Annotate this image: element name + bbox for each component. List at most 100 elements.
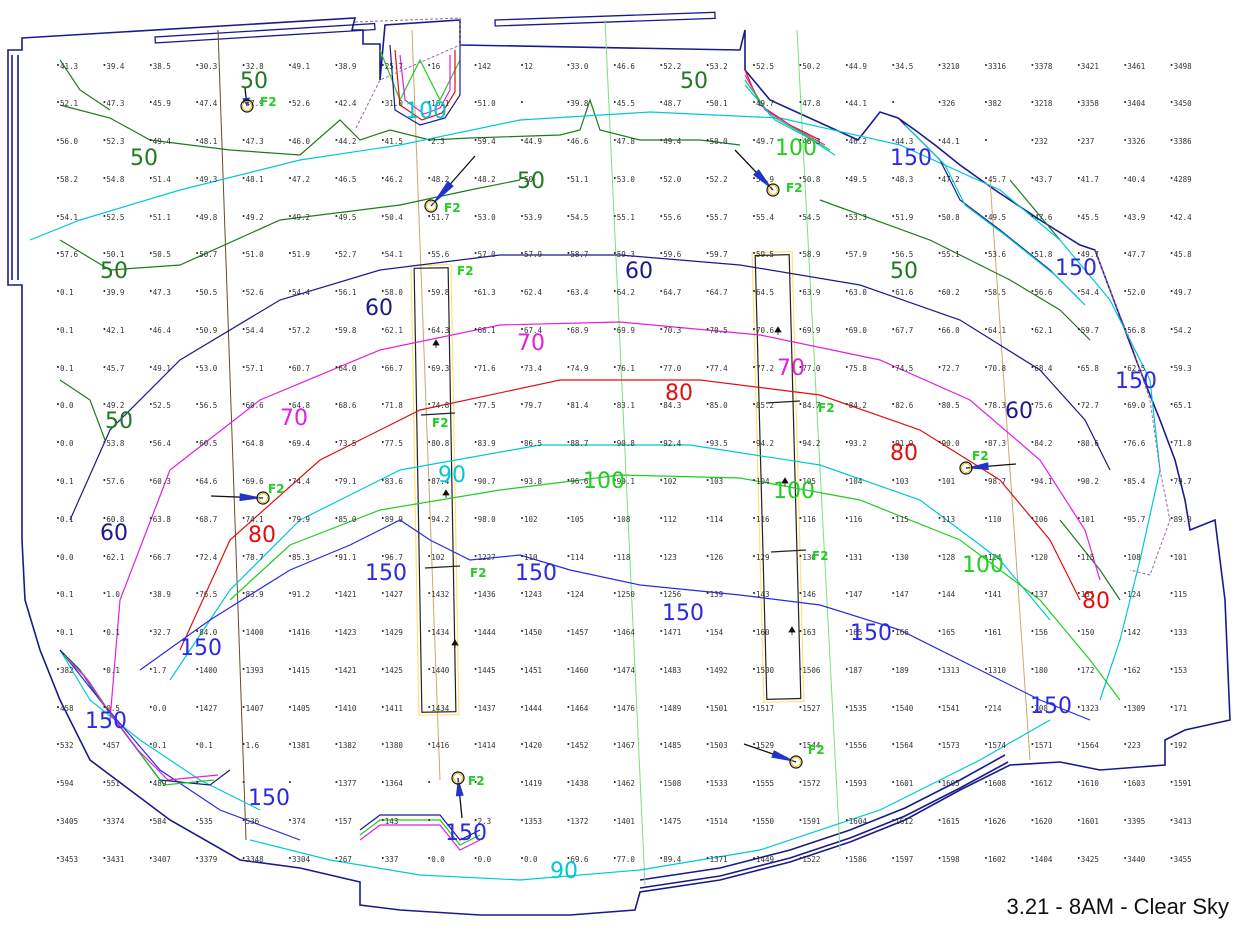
grid-point (196, 403, 199, 405)
grid-point (335, 781, 338, 783)
grid-point (753, 290, 755, 292)
grid-value: 3453 (60, 855, 78, 864)
grid-value: 48.2 (431, 175, 449, 184)
grid-point (706, 555, 709, 557)
grid-point (613, 215, 616, 217)
grid-point (428, 139, 431, 141)
fixture-beam-icon (239, 493, 263, 502)
grid-point (103, 555, 106, 557)
grid-point (892, 479, 895, 481)
grid-point (1170, 706, 1173, 708)
grid-value: 46.6 (617, 62, 636, 71)
grid-point (706, 706, 709, 708)
grid-point (1077, 517, 1080, 519)
grid-point (381, 819, 384, 821)
grid-value: 58.9 (802, 250, 820, 259)
grid-point (57, 857, 59, 859)
contour-label: 150 (850, 621, 892, 646)
grid-point (289, 403, 291, 405)
grid-point (985, 630, 987, 632)
fixture-label: F2 (260, 95, 277, 109)
grid-point (381, 743, 384, 745)
grid-value: 52.6 (246, 288, 265, 297)
grid-point (289, 366, 291, 368)
grid-value: 1438 (570, 779, 589, 788)
grid-value: 34.5 (895, 62, 913, 71)
grid-point (938, 781, 941, 783)
grid-point (660, 101, 663, 103)
grid-value: 31.0 (385, 99, 404, 108)
grid-point (149, 64, 152, 66)
grid-point (381, 252, 384, 254)
grid-value: 52.7 (338, 250, 356, 259)
grid-value: 74.4 (292, 477, 311, 486)
grid-point (474, 328, 477, 330)
grid-value: 3374 (106, 817, 125, 826)
grid-value: 69.0 (1127, 401, 1146, 410)
grid-point (521, 630, 523, 632)
grid-value: 1541 (942, 704, 960, 713)
grid-point (103, 290, 106, 292)
grid-value: 1564 (895, 741, 914, 750)
grid-value: 57.0 (478, 250, 497, 259)
grid-point (753, 517, 755, 519)
grid-value: 45.7 (106, 364, 124, 373)
grid-value: 49.1 (292, 62, 310, 71)
grid-value: 38.9 (338, 62, 356, 71)
grid-point (381, 64, 384, 66)
illuminance-grid: 41.3 39.4 38.5 30.3 32.8 49.1 38.9 25.7 16 142 12 3… (57, 62, 1192, 864)
grid-value: 3210 (942, 62, 961, 71)
grid-value: 0.1 (106, 628, 120, 637)
grid-point (381, 630, 384, 632)
fixture-ring (242, 101, 252, 111)
grid-value: 3395 (1127, 817, 1145, 826)
grid-point (660, 252, 663, 254)
grid-point (196, 64, 199, 66)
contour-label: 70 (280, 406, 308, 431)
grid-value: 53.9 (524, 213, 542, 222)
grid-point (57, 64, 59, 66)
grid-value: 41.5 (385, 137, 403, 146)
grid-value: 1256 (663, 590, 682, 599)
grid-value: 83.1 (617, 401, 635, 410)
grid-value: 83.9 (246, 590, 264, 599)
grid-point (57, 668, 59, 670)
grid-point (521, 819, 523, 821)
contour-label: 60 (1005, 399, 1033, 424)
grid-point (1031, 819, 1034, 821)
grid-value: 93.2 (849, 439, 867, 448)
grid-point (103, 252, 106, 254)
grid-point (1170, 857, 1173, 859)
grid-value: 50.9 (199, 326, 217, 335)
grid-point (57, 819, 59, 821)
grid-point (660, 139, 663, 141)
grid-point (521, 252, 523, 254)
grid-value: 53.0 (478, 213, 497, 222)
grid-value: 45.9 (153, 99, 171, 108)
contour-label: 80 (665, 381, 693, 406)
grid-point (799, 857, 802, 859)
grid-value: 74.8 (431, 401, 450, 410)
grid-point (1170, 555, 1173, 557)
grid-value: 160 (756, 628, 770, 637)
grid-value: 1556 (849, 741, 868, 750)
grid-value: 60.3 (153, 477, 171, 486)
grid-value: 1508 (663, 779, 682, 788)
grid-point (428, 215, 431, 217)
grid-value: 133 (1174, 628, 1188, 637)
grid-value: 1591 (802, 817, 820, 826)
grid-value: 50.8 (942, 213, 961, 222)
grid-point (1077, 630, 1080, 632)
grid-value: 1517 (756, 704, 774, 713)
grid-value: 1243 (524, 590, 542, 599)
grid-point (799, 555, 802, 557)
grid-point (57, 177, 59, 179)
fixture-label: F2 (444, 201, 461, 215)
grid-point (938, 517, 941, 519)
grid-point (289, 668, 291, 670)
fixture-beam-icon (455, 778, 464, 797)
grid-value: 165 (942, 628, 956, 637)
contour-label: 150 (1115, 369, 1157, 394)
grid-point (613, 668, 616, 670)
grid-point (613, 403, 616, 405)
